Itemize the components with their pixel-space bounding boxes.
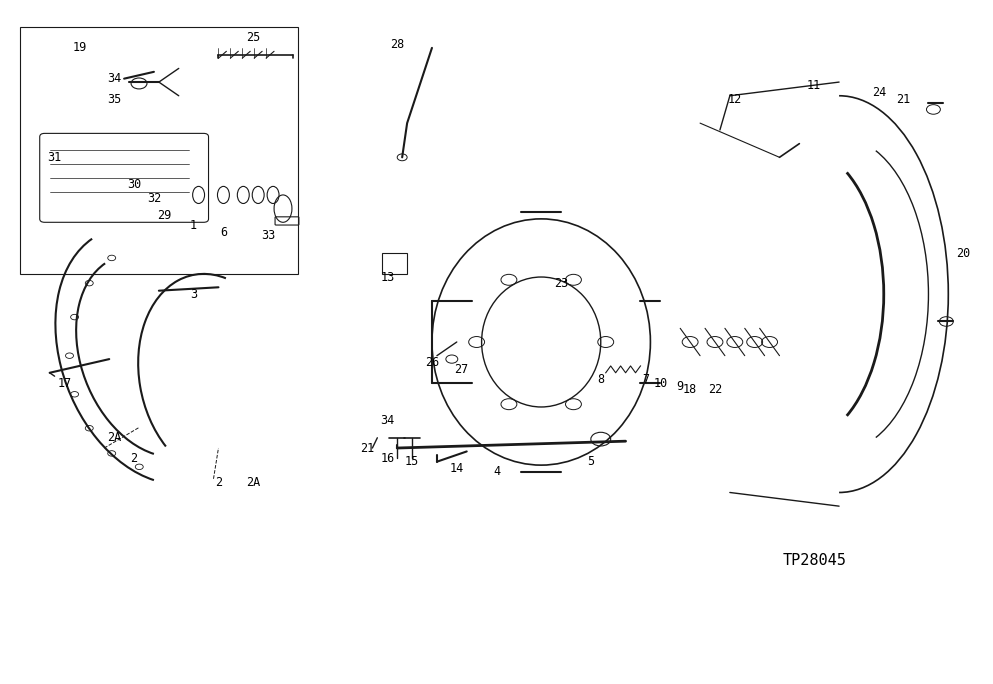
Text: 23: 23 (554, 277, 568, 291)
Text: 3: 3 (190, 287, 198, 301)
Text: 18: 18 (683, 383, 697, 397)
Text: 17: 17 (58, 376, 71, 390)
Text: 15: 15 (405, 455, 419, 469)
Text: 7: 7 (641, 373, 649, 386)
Text: 34: 34 (380, 414, 394, 428)
Text: 34: 34 (107, 72, 121, 86)
Text: 30: 30 (127, 178, 141, 192)
Text: 2: 2 (130, 451, 138, 465)
Text: 19: 19 (72, 41, 86, 55)
Text: 1: 1 (190, 219, 198, 233)
Text: 8: 8 (597, 373, 605, 386)
Text: 22: 22 (708, 383, 722, 397)
Text: 13: 13 (380, 270, 394, 284)
Text: 16: 16 (380, 451, 394, 465)
Text: 21: 21 (897, 92, 911, 106)
Text: 29: 29 (157, 209, 171, 222)
Text: 12: 12 (728, 92, 742, 106)
Text: 33: 33 (261, 229, 275, 243)
Text: 20: 20 (956, 246, 970, 260)
Text: 21: 21 (360, 441, 374, 455)
Text: 24: 24 (872, 86, 886, 99)
Text: 4: 4 (493, 465, 500, 479)
Text: 5: 5 (587, 455, 595, 469)
Text: 11: 11 (807, 79, 821, 92)
Text: 2A: 2A (107, 431, 121, 445)
Text: 35: 35 (107, 92, 121, 106)
Text: 25: 25 (246, 31, 260, 44)
Text: 31: 31 (48, 150, 62, 164)
Text: 2A: 2A (246, 475, 260, 489)
Text: 9: 9 (676, 380, 684, 393)
Text: 32: 32 (147, 192, 161, 205)
Text: 2: 2 (214, 475, 222, 489)
Text: TP28045: TP28045 (782, 553, 846, 568)
Text: 14: 14 (450, 462, 464, 475)
Text: 10: 10 (653, 376, 667, 390)
Text: 28: 28 (390, 38, 404, 51)
Text: 6: 6 (219, 226, 227, 239)
Text: 27: 27 (455, 363, 469, 376)
Text: 26: 26 (425, 356, 439, 369)
